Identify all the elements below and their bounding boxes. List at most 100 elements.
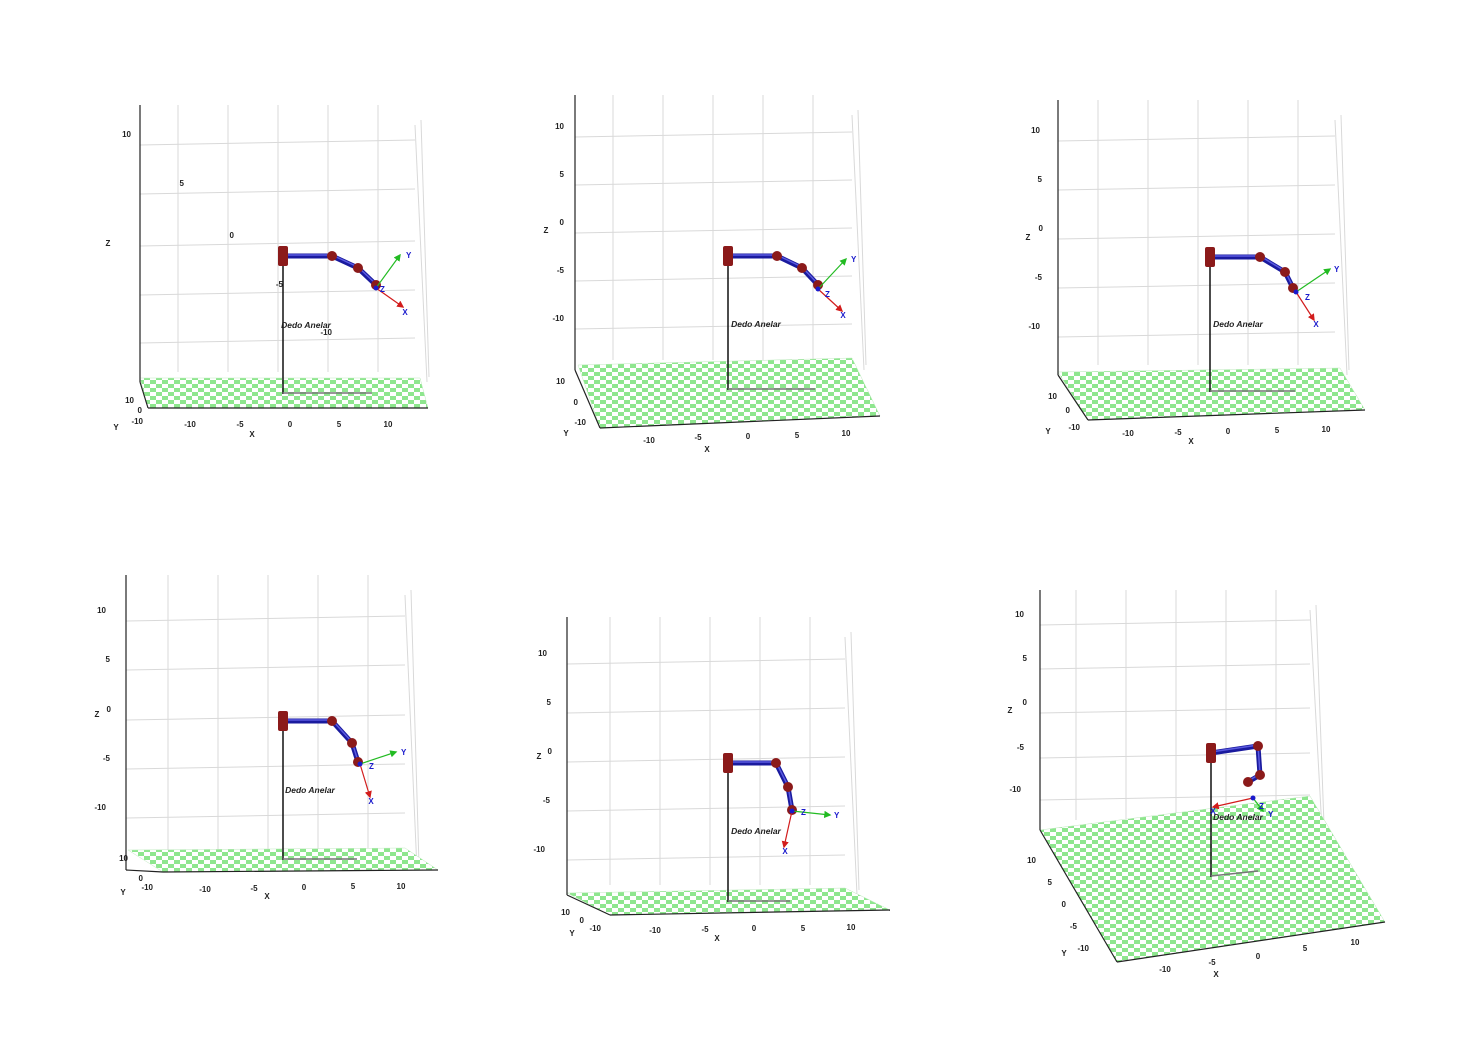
x-tick-label: 5: [351, 882, 356, 891]
z-tick-label: 10: [1015, 610, 1024, 619]
robot-joint: [353, 263, 363, 273]
x-tick-label: 5: [337, 420, 342, 429]
z-tick-label: 10: [122, 130, 131, 139]
z-tick-label: 10: [1031, 126, 1040, 135]
robot-joint: [1253, 741, 1263, 751]
y-tick-label: 10: [119, 854, 128, 863]
z-tick-label: 0: [1023, 698, 1028, 707]
z-tick-label: 0: [230, 231, 235, 240]
frame-z-arrow: [1250, 795, 1256, 801]
robot-base-joint: [723, 246, 733, 266]
x-tick-label: -5: [250, 884, 258, 893]
x-axis-line: [599, 415, 881, 429]
frame-z-arrow: [1293, 289, 1299, 295]
gridlines: [125, 575, 420, 871]
robot-base-joint: [278, 246, 288, 266]
y-axis-name: Y: [1061, 949, 1067, 958]
frame-y-arrow: [375, 253, 401, 289]
y-axis-line: [1057, 374, 1089, 421]
z-tick-label: 5: [1038, 175, 1043, 184]
y-tick-label: -10: [574, 418, 586, 427]
x-axis-name: X: [1188, 437, 1194, 446]
frame-y-arrow: [791, 810, 832, 818]
z-axis-name: Z: [1026, 233, 1031, 242]
robot-joint: [327, 716, 337, 726]
x-tick-label: -10: [184, 420, 196, 429]
x-tick-label: -5: [701, 925, 709, 934]
gridlines: [574, 95, 867, 371]
y-axis-name: Y: [1045, 427, 1051, 436]
frame-y-label: Y: [406, 251, 412, 260]
y-tick-label: 10: [561, 908, 570, 917]
z-tick-label: -5: [543, 796, 551, 805]
x-axis-line: [609, 909, 891, 916]
x-tick-label: 10: [397, 882, 406, 891]
frame-x-label: X: [368, 797, 374, 806]
robot-joint: [783, 782, 793, 792]
y-tick-label: 0: [139, 874, 144, 883]
gridlines: [139, 105, 430, 383]
y-tick-label: -10: [131, 417, 143, 426]
robot-joint: [771, 758, 781, 768]
z-axis-name: Z: [1008, 706, 1013, 715]
frame-y-label: Y: [1334, 265, 1340, 274]
x-axis-line: [1087, 409, 1366, 421]
frame-z-label: Z: [380, 285, 385, 294]
frame-y-arrow: [359, 750, 398, 765]
frame-y-arrow: [1252, 797, 1264, 813]
x-tick-label: 0: [288, 420, 293, 429]
z-tick-label: -10: [1009, 785, 1021, 794]
y-tick-label: -10: [1068, 423, 1080, 432]
z-tick-label: -5: [103, 754, 111, 763]
frame-x-label: X: [1210, 807, 1216, 816]
y-axis-line: [566, 894, 611, 916]
gridlines: [1057, 100, 1350, 376]
y-tick-label: 10: [125, 396, 134, 405]
x-axis-line: [1116, 921, 1386, 963]
robot-joint: [1280, 267, 1290, 277]
z-tick-label: 0: [560, 218, 565, 227]
frame-z-label: Z: [1305, 293, 1310, 302]
z-tick-label: 10: [97, 606, 106, 615]
z-axis-name: Z: [106, 239, 111, 248]
y-axis-line: [139, 381, 149, 409]
robot-joint: [772, 251, 782, 261]
y-axis-name: Y: [113, 423, 119, 432]
gridlines: [566, 617, 860, 896]
z-axis-name: Z: [537, 752, 542, 761]
x-tick-label: -10: [1159, 965, 1171, 974]
robot-joint: [371, 280, 381, 290]
frame-z-arrow: [815, 286, 821, 292]
frame-x-arrow: [375, 287, 405, 308]
x-tick-label: -10: [199, 885, 211, 894]
subplot-2: 10 5 0 -5 -10 -10 -5 0 5 10 10 0 -10 X Y Z X Y Z Dedo Anela…: [544, 95, 881, 454]
robot-shadow: [1210, 870, 1259, 877]
frame-x-label: X: [782, 847, 788, 856]
x-axis-name: X: [264, 892, 270, 901]
y-tick-label: 0: [574, 398, 579, 407]
robot-joint: [797, 263, 807, 273]
x-tick-label: 5: [1275, 426, 1280, 435]
z-tick-label: 0: [548, 747, 553, 756]
frame-x-label: X: [1313, 320, 1319, 329]
frame-z-label: Z: [369, 762, 374, 771]
y-tick-label: 0: [580, 916, 585, 925]
frame-x-label: X: [402, 308, 408, 317]
z-tick-label: 0: [107, 705, 112, 714]
y-tick-label: 10: [556, 377, 565, 386]
robot-base-joint: [723, 753, 733, 773]
frame-x-label: X: [840, 311, 846, 320]
frame-z-arrow: [373, 285, 379, 291]
frame-x-arrow: [781, 810, 793, 849]
gridlines: [1039, 590, 1325, 831]
y-tick-label: 10: [1048, 392, 1057, 401]
frame-x-arrow: [817, 288, 844, 312]
y-axis-line: [1039, 829, 1118, 963]
frame-z-arrow: [357, 761, 363, 767]
y-tick-label: -5: [1070, 922, 1078, 931]
z-tick-label: 5: [547, 698, 552, 707]
x-tick-label: -5: [1208, 958, 1216, 967]
